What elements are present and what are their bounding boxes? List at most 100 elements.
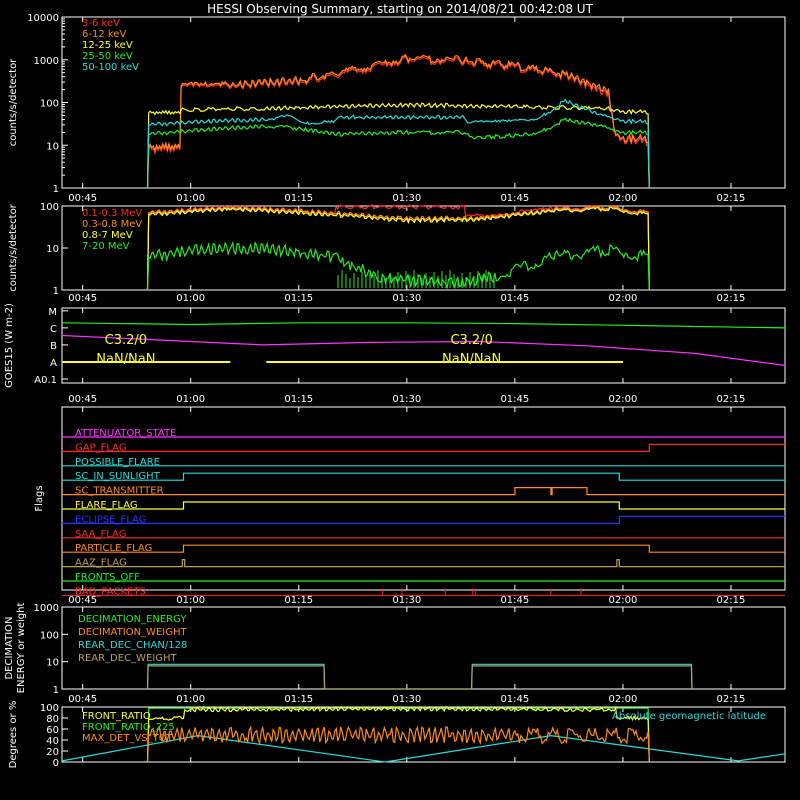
time-tick-label: 01:30 xyxy=(392,293,421,304)
time-tick-label: 02:00 xyxy=(609,193,638,204)
time-tick-label: 01:45 xyxy=(500,595,529,606)
time-tick-label: 01:45 xyxy=(500,193,529,204)
series-line xyxy=(146,117,650,189)
y-tick-label: 10 xyxy=(46,141,59,152)
goes-annotation: NaN/NaN xyxy=(442,352,501,367)
y-axis-label: DECIMATION xyxy=(4,616,15,679)
y-tick-label: 80 xyxy=(46,714,59,725)
y-tick-label: 1000 xyxy=(34,56,59,67)
legend-entry: 3-6 keV xyxy=(82,18,120,29)
flag-line xyxy=(62,487,785,496)
series-line xyxy=(146,665,693,690)
time-tick-label: 01:30 xyxy=(392,193,421,204)
y-tick-label: 1000 xyxy=(34,603,59,614)
series-line xyxy=(61,334,786,366)
legend-entry: DECIMATION_WEIGHT xyxy=(78,627,187,638)
legend-entry: FRONT_RATIO xyxy=(82,711,151,722)
flag-line xyxy=(62,544,785,553)
time-tick-label: 01:00 xyxy=(176,694,205,705)
legend-entry: DECIMATION_ENERGY xyxy=(78,614,187,625)
series-line xyxy=(146,705,650,763)
y-axis-label: Flags xyxy=(34,485,45,511)
y-tick-label: A xyxy=(50,358,57,369)
legend-entry: 0.1-0.3 MeV xyxy=(82,208,142,219)
flag-label: GAP_FLAG xyxy=(75,442,127,453)
time-tick-label: 02:00 xyxy=(609,694,638,705)
y-tick-label: M xyxy=(48,307,57,318)
time-tick-label: 01:45 xyxy=(500,293,529,304)
time-tick-label: 01:45 xyxy=(500,694,529,705)
time-tick-label: 00:45 xyxy=(68,394,97,405)
flag-line xyxy=(62,472,785,481)
panel-frame xyxy=(61,406,786,591)
goes-annotation: NaN/NaN xyxy=(96,352,155,367)
time-tick-label: 02:15 xyxy=(717,293,746,304)
legend-entry: MAX_DET_VS_TOT xyxy=(82,733,174,744)
time-tick-label: 00:45 xyxy=(68,193,97,204)
flag-label: SC_IN_SUNLIGHT xyxy=(75,471,161,482)
y-tick-label: 10 xyxy=(46,658,59,669)
time-tick-label: 02:15 xyxy=(717,193,746,204)
flag-label: ATTENUATOR_STATE xyxy=(75,428,176,439)
y-tick-label: 10000 xyxy=(27,13,59,24)
time-tick-label: 01:30 xyxy=(392,595,421,606)
time-tick-label: 01:45 xyxy=(500,394,529,405)
flag-line xyxy=(62,515,785,524)
legend-entry: Absolute geomagnetic latitude xyxy=(612,711,766,722)
time-tick-label: 00:45 xyxy=(68,595,97,606)
y-tick-label: 100 xyxy=(40,99,59,110)
y-axis-label: counts/s/detector xyxy=(8,203,19,291)
time-tick-label: 01:00 xyxy=(176,193,205,204)
y-tick-label: 1 xyxy=(53,286,59,297)
time-tick-label: 01:00 xyxy=(176,394,205,405)
time-tick-label: 02:15 xyxy=(717,595,746,606)
legend-entry: REAR_DEC_WEIGHT xyxy=(78,653,177,664)
time-tick-label: 02:00 xyxy=(609,293,638,304)
y-tick-label: 1 xyxy=(53,685,59,696)
flag-label: POSSIBLE_FLARE xyxy=(75,457,160,468)
y-tick-label: 40 xyxy=(46,736,59,747)
time-tick-label: 01:30 xyxy=(392,394,421,405)
series-line xyxy=(146,663,693,690)
legend-entry: 0.8-7 MeV xyxy=(82,230,133,241)
time-tick-label: 00:45 xyxy=(68,293,97,304)
legend-entry: 0.3-0.8 MeV xyxy=(82,219,142,230)
flag-line xyxy=(62,443,785,452)
series-line xyxy=(146,205,650,291)
flag-label: AAZ_FLAG xyxy=(75,558,127,569)
y-tick-label: 100 xyxy=(40,630,59,641)
y-tick-label: 100 xyxy=(40,703,59,714)
time-tick-label: 01:30 xyxy=(392,694,421,705)
time-tick-label: 01:15 xyxy=(284,293,313,304)
y-axis-label: ENERGY or weight xyxy=(16,603,27,694)
series-line xyxy=(146,98,650,189)
y-axis-label: GOES15 (W m-2) xyxy=(4,303,15,388)
legend-entry: FRONT_RATIO_225 xyxy=(82,722,175,733)
y-tick-label: 1 xyxy=(53,184,59,195)
series-line xyxy=(146,206,650,291)
y-tick-label: 100 xyxy=(40,202,59,213)
flag-label: SC_TRANSMITTER xyxy=(75,486,164,497)
y-tick-label: 0 xyxy=(53,758,59,769)
legend-entry: 7-20 MeV xyxy=(82,241,130,252)
series-line xyxy=(146,725,650,763)
y-tick-label: C xyxy=(50,324,57,335)
legend-entry: 6-12 keV xyxy=(82,29,126,40)
flag-label: BAD_PACKETS xyxy=(75,586,146,597)
time-tick-label: 02:00 xyxy=(609,595,638,606)
time-tick-label: 02:15 xyxy=(717,394,746,405)
series-line xyxy=(61,734,786,763)
flag-label: SAA_FLAG xyxy=(75,529,126,540)
panel-frame xyxy=(61,16,786,189)
time-tick-label: 01:00 xyxy=(176,595,205,606)
time-tick-label: 01:15 xyxy=(284,595,313,606)
y-tick-label: B xyxy=(50,341,57,352)
y-tick-label: 60 xyxy=(46,725,59,736)
goes-annotation: C3.2/0 xyxy=(450,333,492,348)
legend-entry: REAR_DEC_CHAN/128 xyxy=(78,640,187,651)
y-tick-label: 20 xyxy=(46,747,59,758)
time-tick-label: 01:15 xyxy=(284,694,313,705)
y-axis-label: Degrees or % xyxy=(8,701,19,769)
